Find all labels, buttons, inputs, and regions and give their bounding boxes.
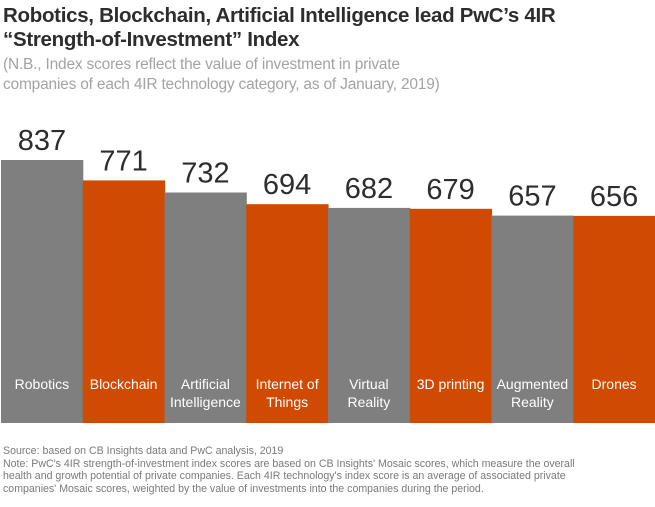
value-label: 771 [99, 145, 147, 177]
chart-title-line-1: Robotics, Blockchain, Artificial Intelli… [3, 4, 556, 27]
value-label: 694 [263, 169, 311, 201]
category-label: Augmented Reality [497, 376, 569, 410]
category-label-line: Things [266, 394, 308, 410]
category-label-line: Augmented [497, 376, 569, 392]
category-label: Virtual Reality [348, 376, 391, 410]
category-label: Robotics [15, 376, 69, 392]
bar-drones [573, 215, 655, 423]
bar-augmented-reality [491, 215, 574, 423]
category-label: Artificial Intelligence [170, 376, 241, 410]
category-label: Blockchain [90, 376, 158, 392]
category-label-line: Artificial [181, 376, 230, 392]
note-line-2: health and growth potential of private c… [3, 470, 566, 482]
note-line-1: Note: PwC's 4IR strength-of-investment i… [3, 457, 575, 470]
category-label-line: Internet of [256, 376, 319, 392]
value-label: 656 [590, 181, 638, 213]
category-label: 3D printing [417, 376, 485, 392]
category-label-line: Virtual [349, 376, 388, 392]
category-label-line: Intelligence [170, 394, 241, 410]
category-label-line: Robotics [15, 376, 69, 392]
chart-title-line-2: “Strength-of-Investment” Index [3, 28, 300, 51]
category-label-line: 3D printing [417, 376, 485, 392]
note-line-3: companies' Mosaic scores, weighted by th… [3, 482, 484, 495]
category-label: Drones [592, 376, 637, 392]
chart-subtitle-line-1: (N.B., Index scores reflect the value of… [3, 56, 400, 73]
bar-robotics [1, 160, 84, 423]
bar-artificial-intelligence [164, 192, 247, 423]
value-label: 837 [18, 125, 66, 157]
category-label: Internet of Things [256, 376, 319, 410]
bar-chart: 837 Robotics 771 Blockchain 732 Artificial Int… [1, 125, 655, 423]
bar-virtual-reality [328, 207, 411, 423]
category-label-line: Reality [511, 394, 554, 410]
chart-subtitle: (N.B., Index scores reflect the value of… [3, 55, 653, 95]
value-label: 682 [345, 173, 393, 205]
value-label: 732 [181, 158, 229, 190]
chart-title: Robotics, Blockchain, Artificial Intelli… [3, 4, 653, 52]
category-label-line: Drones [592, 376, 637, 392]
chart-footer: Source: based on CB Insights data and Pw… [3, 445, 655, 495]
value-label: 679 [426, 174, 474, 206]
bar-blockchain [82, 180, 166, 423]
category-label-line: Blockchain [90, 376, 158, 392]
value-label: 657 [508, 181, 556, 213]
bar-3d-printing [409, 208, 493, 423]
source-note: Source: based on CB Insights data and Pw… [3, 445, 284, 457]
bar-internet-of-things [246, 204, 329, 423]
chart-subtitle-line-2: companies of each 4IR technology categor… [3, 76, 440, 93]
category-label-line: Reality [348, 394, 391, 410]
